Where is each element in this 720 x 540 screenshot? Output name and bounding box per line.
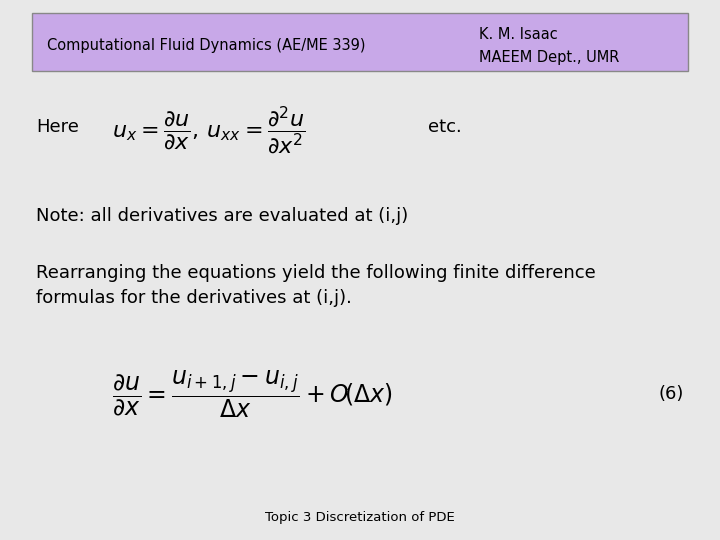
- Text: Rearranging the equations yield the following finite difference: Rearranging the equations yield the foll…: [36, 264, 595, 282]
- Text: Topic 3 Discretization of PDE: Topic 3 Discretization of PDE: [265, 511, 455, 524]
- Text: etc.: etc.: [428, 118, 462, 136]
- FancyBboxPatch shape: [32, 13, 688, 71]
- Text: K. M. Isaac: K. M. Isaac: [479, 27, 557, 42]
- Text: $\dfrac{\partial u}{\partial x} = \dfrac{u_{i+1,j} - u_{i,j}}{\Delta x} + O\!\le: $\dfrac{\partial u}{\partial x} = \dfrac…: [112, 369, 392, 420]
- Text: Computational Fluid Dynamics (AE/ME 339): Computational Fluid Dynamics (AE/ME 339): [47, 38, 365, 53]
- Text: (6): (6): [659, 385, 684, 403]
- Text: $u_x = \dfrac{\partial u}{\partial x},\, u_{xx} = \dfrac{\partial^2 u}{\partial : $u_x = \dfrac{\partial u}{\partial x},\,…: [112, 105, 305, 157]
- Text: Note: all derivatives are evaluated at (i,j): Note: all derivatives are evaluated at (…: [36, 207, 408, 225]
- Text: MAEEM Dept., UMR: MAEEM Dept., UMR: [479, 50, 619, 65]
- Text: formulas for the derivatives at (i,j).: formulas for the derivatives at (i,j).: [36, 289, 352, 307]
- Text: Here: Here: [36, 118, 79, 136]
